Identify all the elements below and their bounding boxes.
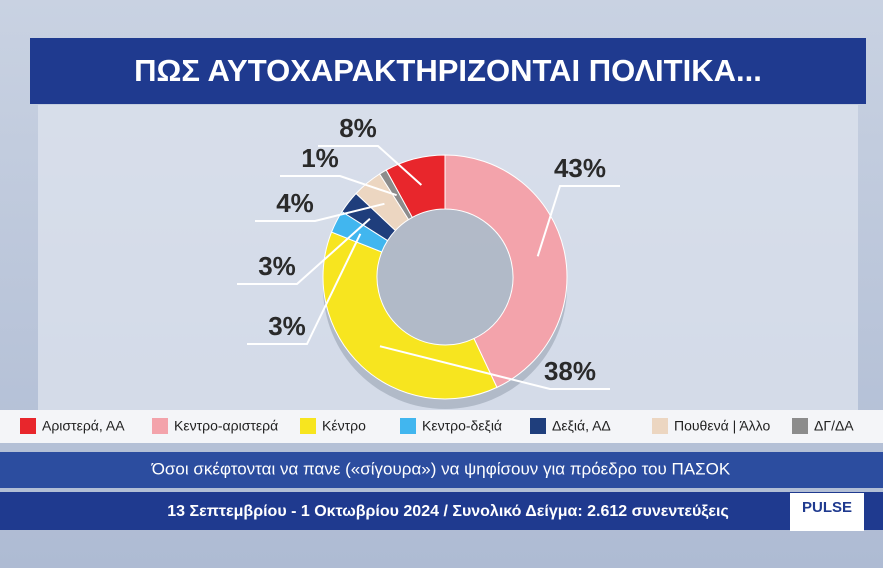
legend-swatch (530, 418, 546, 434)
leader-line (318, 145, 423, 186)
value-label: 38% (544, 356, 596, 386)
leader-line (280, 175, 397, 197)
leader-line (255, 202, 385, 222)
donut-slice (444, 154, 568, 389)
legend-swatch (300, 418, 316, 434)
legend-label: Δεξιά, ΑΔ (552, 418, 611, 434)
leader-line (237, 218, 371, 285)
leader-line (247, 233, 362, 345)
legend-label: Κεντρο-δεξιά (422, 418, 502, 434)
legend-label: ΔΓ/ΔΑ (814, 418, 854, 434)
legend-swatch (400, 418, 416, 434)
title-bar (30, 38, 866, 104)
value-label: 43% (554, 153, 606, 183)
legend-label: Κέντρο (322, 418, 366, 434)
value-label: 1% (301, 143, 339, 173)
logo-box (790, 493, 864, 531)
footer: 13 Σεπτεμβρίου - 1 Οκτωβρίου 2024 / Συνο… (167, 503, 729, 520)
subtitle-bar (0, 452, 883, 488)
donut-slice (322, 231, 498, 400)
leader-line (379, 345, 610, 390)
value-label: 3% (268, 311, 306, 341)
legend-label: Αριστερά, ΑΑ (42, 418, 125, 434)
value-label: 4% (276, 188, 314, 218)
chart-title: ΠΩΣ ΑΥΤΟΧΑΡΑΚΤΗΡΙΖΟΝΤΑΙ ΠΟΛΙΤΙΚΑ... (134, 53, 762, 88)
subtitle: Όσοι σκέφτονται να πανε («σίγουρα») να ψ… (151, 459, 731, 478)
legend-bar (0, 410, 883, 443)
leader-line (536, 185, 620, 257)
legend-swatch (652, 418, 668, 434)
footer-bar (0, 492, 883, 530)
logo: PULSE (802, 499, 852, 516)
legend-label: Κεντρο-αριστερά (174, 418, 278, 434)
value-label: 3% (258, 251, 296, 281)
legend-swatch (20, 418, 36, 434)
legend-swatch (152, 418, 168, 434)
legend-swatch (792, 418, 808, 434)
value-label: 8% (339, 113, 377, 143)
legend-label: Πουθενά | Άλλο (674, 418, 770, 434)
